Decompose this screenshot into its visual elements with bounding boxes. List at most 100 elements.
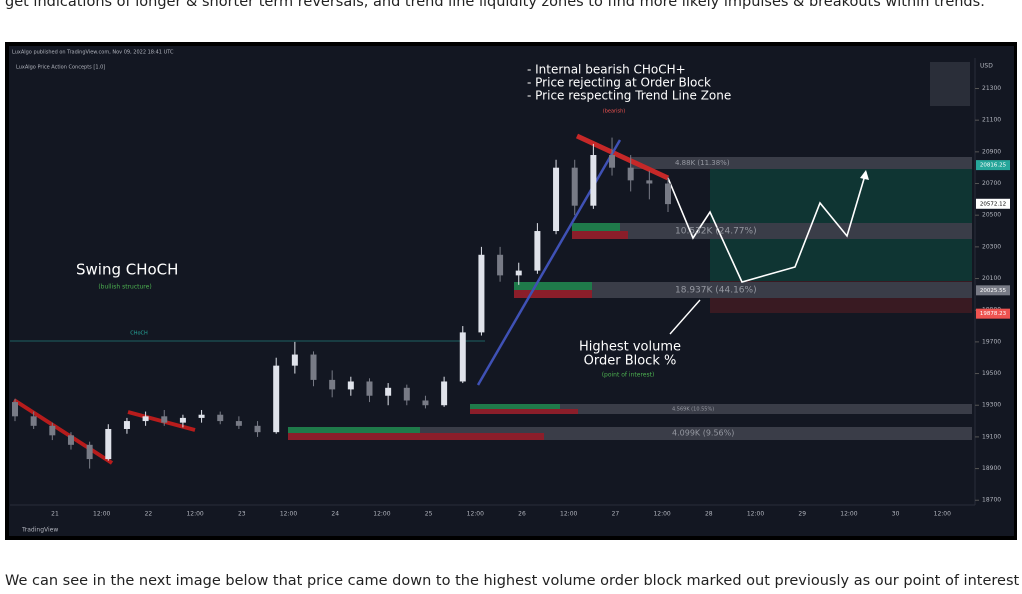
candle-body xyxy=(254,425,261,433)
price-tick-label: 19500 xyxy=(982,370,1001,377)
time-label: 26 xyxy=(518,511,526,518)
order-block xyxy=(470,404,972,414)
zones xyxy=(10,62,972,465)
zone-label: 4.88K (11.38%) xyxy=(675,159,730,167)
candle-body xyxy=(553,167,560,232)
indicator: LuxAlgo Price Action Concepts [1.0] xyxy=(16,65,105,71)
projection xyxy=(667,171,867,283)
ob-bull xyxy=(288,427,420,433)
candle-body xyxy=(67,435,74,445)
candle-body xyxy=(86,444,93,460)
ob-bear xyxy=(514,290,592,298)
time-label: 30 xyxy=(892,511,900,518)
swing-title: Swing CHoCH xyxy=(76,261,178,279)
price-tick-label: 19300 xyxy=(982,402,1001,409)
candle-body xyxy=(198,414,205,418)
order-block xyxy=(630,157,972,169)
labels: LuxAlgo published on TradingView.com, No… xyxy=(12,50,1010,534)
volume-title: Order Block % xyxy=(584,354,677,369)
candle-body xyxy=(179,417,186,423)
price-tick-label: 19700 xyxy=(982,338,1001,345)
candle-body xyxy=(105,428,112,460)
bullet: - Price rejecting at Order Block xyxy=(527,76,711,90)
candle-body xyxy=(403,387,410,401)
candles xyxy=(12,137,671,469)
candle-body xyxy=(366,381,373,396)
ob-bear xyxy=(288,433,544,440)
candle-body xyxy=(478,254,485,333)
candle-body xyxy=(590,155,597,206)
price-tick-label: 20100 xyxy=(982,275,1001,282)
candle-body xyxy=(217,414,224,422)
price-tag-label: 20816.25 xyxy=(980,163,1007,169)
time-label: 12:00 xyxy=(467,511,484,518)
time-label: 24 xyxy=(331,511,339,518)
bottom-text: We can see in the next image below that … xyxy=(5,573,1022,589)
price-tag xyxy=(976,285,1010,296)
price-tag-label: 20025.55 xyxy=(980,288,1007,294)
candle-body xyxy=(291,354,298,366)
time-label: 12:00 xyxy=(747,511,764,518)
price-tag xyxy=(976,308,1010,319)
candle-body xyxy=(30,416,37,426)
price-tick-label: 20500 xyxy=(982,212,1001,219)
candle-body xyxy=(310,354,317,380)
candle-body xyxy=(571,167,578,206)
zone-label: 4.569K (10.55%) xyxy=(672,407,714,413)
price-tag-label: 19878.23 xyxy=(980,311,1007,317)
trend-zone xyxy=(12,398,114,465)
candle-body xyxy=(347,381,354,390)
candle-body xyxy=(497,254,504,276)
candle-body xyxy=(12,402,18,417)
ob-bear xyxy=(572,231,628,239)
candle-body xyxy=(123,421,130,429)
ob-bull xyxy=(572,223,620,231)
candle-body xyxy=(665,183,671,205)
volume-title: Highest volume xyxy=(579,340,681,355)
candle-body xyxy=(646,180,653,184)
mini-table xyxy=(930,62,970,106)
time-label: 29 xyxy=(798,511,806,518)
candle-body xyxy=(441,381,448,406)
candle-body xyxy=(161,416,168,423)
pointer xyxy=(669,299,701,335)
price-tick-label: 21100 xyxy=(982,117,1001,124)
swing-note: (bullish structure) xyxy=(98,284,151,291)
publisher: LuxAlgo published on TradingView.com, No… xyxy=(12,50,174,56)
ob-bull xyxy=(514,282,592,290)
price-tag xyxy=(976,198,1010,209)
time-label: 12:00 xyxy=(840,511,857,518)
candle-body xyxy=(609,155,616,168)
candle-body xyxy=(459,332,466,382)
price-tick-label: 21300 xyxy=(982,85,1001,92)
time-label: 12:00 xyxy=(280,511,297,518)
top-text: get indications of longer & shorter term… xyxy=(5,0,985,10)
candle-body xyxy=(515,270,522,276)
time-label: 12:00 xyxy=(560,511,577,518)
candle-body xyxy=(235,421,242,426)
price-tick-label: 18900 xyxy=(982,465,1001,472)
price-tick-label: 20300 xyxy=(982,243,1001,250)
candle-body xyxy=(142,416,149,422)
time-label: 25 xyxy=(425,511,433,518)
time-label: 12:00 xyxy=(373,511,390,518)
price-tag xyxy=(976,160,1010,171)
candle-body xyxy=(627,167,634,181)
brand: TradingView xyxy=(21,527,58,534)
time-label: 12:00 xyxy=(186,511,203,518)
bullet: - Internal bearish CHoCH+ xyxy=(527,63,686,77)
zone-label: 4.099K (9.56%) xyxy=(672,429,734,438)
time-label: 12:00 xyxy=(653,511,670,518)
price-tick-label: 20700 xyxy=(982,180,1001,187)
time-label: 12:00 xyxy=(93,511,110,518)
price-tick-label: 20900 xyxy=(982,148,1001,155)
time-label: 22 xyxy=(145,511,153,518)
candle-body xyxy=(385,387,392,396)
time-label: 21 xyxy=(51,511,59,518)
candle-body xyxy=(273,365,280,433)
bearish-label: (bearish) xyxy=(603,109,625,115)
price-tick-label: 18700 xyxy=(982,497,1001,504)
time-label: 28 xyxy=(705,511,713,518)
order-block xyxy=(572,223,972,239)
